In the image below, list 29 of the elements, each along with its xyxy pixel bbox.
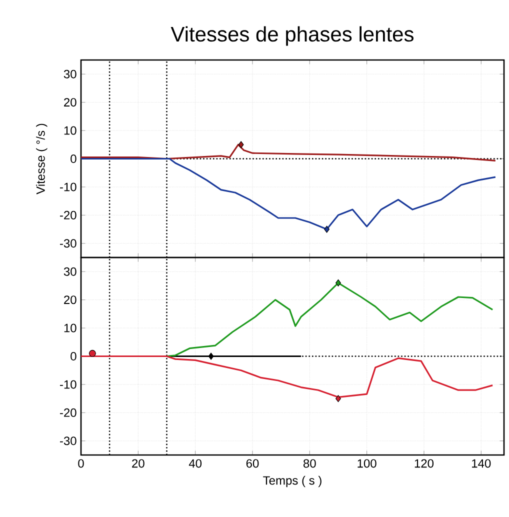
y-tick-label: -20 — [60, 408, 76, 417]
y-tick-label: 20 — [64, 296, 76, 304]
y-tick-label: 30 — [64, 70, 76, 78]
y-tick-label: 10 — [64, 324, 76, 332]
point — [208, 352, 214, 360]
chart-title: Vitesses de phases lentes — [170, 26, 414, 46]
y-tick-label: 10 — [64, 126, 76, 135]
x-tick-label: 120 — [414, 459, 434, 468]
y-tick-label: 0 — [70, 154, 76, 163]
y-tick-label: -10 — [60, 380, 76, 389]
y-tick-label: -30 — [60, 436, 76, 446]
y-tick-label: -10 — [60, 182, 76, 192]
y-tick-label: -30 — [60, 239, 76, 248]
x-axis-title: Temps ( s ) — [263, 476, 322, 488]
y-tick-label: 30 — [64, 267, 76, 276]
y-axis-title: Vitesse ( °/s ) — [36, 124, 48, 194]
x-tick-label: 100 — [358, 459, 376, 468]
x-tick-label: 20 — [132, 459, 144, 468]
x-tick-label: 0 — [78, 459, 84, 468]
point — [88, 350, 96, 357]
point — [336, 395, 341, 402]
x-tick-label: 80 — [303, 459, 316, 468]
y-tick-label: -20 — [60, 210, 76, 220]
x-tick-label: 60 — [246, 459, 259, 468]
x-tick-label: 140 — [472, 459, 491, 468]
y-tick-label: 0 — [70, 352, 76, 360]
y-tick-label: 20 — [64, 98, 76, 107]
x-tick-label: 40 — [188, 459, 202, 468]
point — [336, 279, 341, 286]
